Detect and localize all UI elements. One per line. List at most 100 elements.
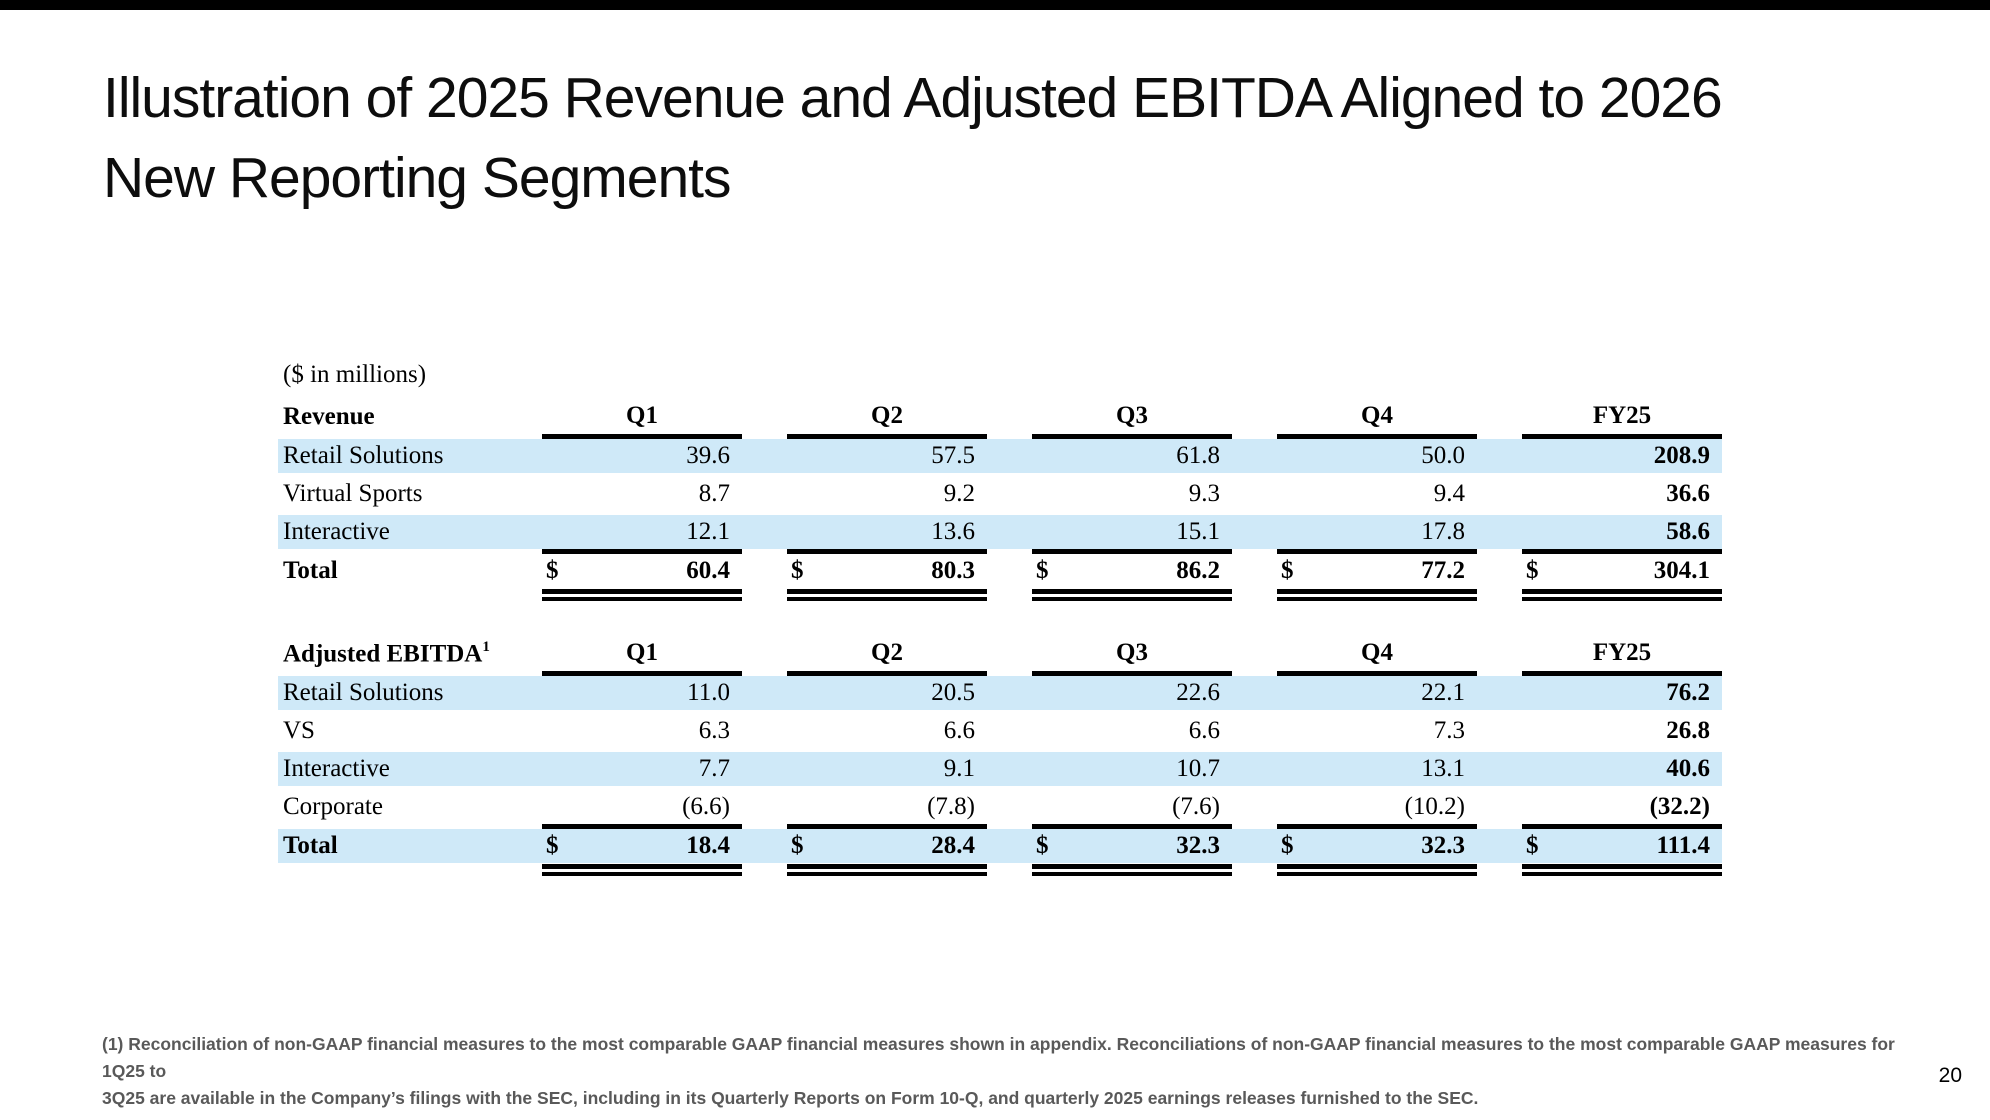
q1-total: $60.4 — [497, 554, 742, 588]
q2-total: $80.3 — [742, 554, 987, 588]
slide-title: Illustration of 2025 Revenue and Adjuste… — [103, 58, 1723, 218]
q2-value: 20.5 — [931, 679, 975, 706]
ebitda-row-interactive: Interactive 7.7 9.1 10.7 13.1 40.6 — [278, 752, 1722, 786]
footnote-line-1: (1) Reconciliation of non-GAAP financial… — [102, 1034, 1895, 1081]
ebitda-row-corporate: Corporate (6.6) (7.8) (7.6) (10.2) (32.2… — [278, 790, 1722, 824]
column-header-q3: Q3 — [987, 640, 1232, 676]
q1-value: (6.6) — [682, 793, 730, 820]
revenue-total-double-rule — [278, 589, 1722, 601]
footnote-line-2: 3Q25 are available in the Company’s fili… — [102, 1088, 1479, 1108]
q1-value: 12.1 — [686, 518, 730, 545]
fy25-value: (32.2) — [1649, 793, 1710, 820]
revenue-row-retail-solutions: Retail Solutions 39.6 57.5 61.8 50.0 208… — [278, 439, 1722, 473]
q3-value: 9.3 — [1188, 480, 1220, 507]
q4-value: 9.4 — [1433, 480, 1465, 507]
revenue-total-row: Total $60.4 $80.3 $86.2 $77.2 $304.1 — [278, 554, 1722, 588]
dollar-sign: $ — [1036, 557, 1049, 584]
column-header-q1: Q1 — [497, 640, 742, 676]
q1-total: $18.4 — [497, 829, 742, 863]
fy25-value: 40.6 — [1666, 755, 1710, 782]
units-label: ($ in millions) — [283, 361, 427, 388]
revenue-header-row: Revenue Q1 Q2 Q3 Q4 FY25 — [278, 403, 1722, 439]
total-label: Total — [283, 832, 338, 859]
column-header-q1: Q1 — [497, 403, 742, 439]
q2-total: $28.4 — [742, 829, 987, 863]
footnote: (1) Reconciliation of non-GAAP financial… — [102, 1031, 1912, 1112]
q3-total: $32.3 — [987, 829, 1232, 863]
column-header-q2: Q2 — [742, 640, 987, 676]
column-header-fy25: FY25 — [1477, 403, 1722, 439]
dollar-sign: $ — [1036, 832, 1049, 859]
row-label: VS — [283, 717, 315, 744]
total-label: Total — [283, 557, 338, 584]
q2-value: 9.2 — [943, 480, 975, 507]
dollar-sign: $ — [1281, 832, 1294, 859]
fy25-total: $111.4 — [1477, 829, 1722, 863]
ebitda-total-row: Total $18.4 $28.4 $32.3 $32.3 $111.4 — [278, 829, 1722, 863]
column-header-fy25: FY25 — [1477, 640, 1722, 676]
q4-value: (10.2) — [1404, 793, 1465, 820]
fy25-total: $304.1 — [1477, 554, 1722, 588]
q3-value: (7.6) — [1172, 793, 1220, 820]
q1-value: 39.6 — [686, 442, 730, 469]
q3-value: 22.6 — [1176, 679, 1220, 706]
q3-value: 15.1 — [1176, 518, 1220, 545]
ebitda-total-double-rule — [278, 864, 1722, 876]
row-label: Retail Solutions — [283, 442, 444, 469]
revenue-row-virtual-sports: Virtual Sports 8.7 9.2 9.3 9.4 36.6 — [278, 477, 1722, 511]
fy25-value: 36.6 — [1666, 480, 1710, 507]
q2-value: (7.8) — [927, 793, 975, 820]
column-header-q4: Q4 — [1232, 403, 1477, 439]
dollar-sign: $ — [1526, 557, 1539, 584]
q1-value: 7.7 — [698, 755, 730, 782]
q4-value: 7.3 — [1433, 717, 1465, 744]
column-header-q4: Q4 — [1232, 640, 1477, 676]
column-header-q2: Q2 — [742, 403, 987, 439]
ebitda-table: Adjusted EBITDA1 Q1 Q2 Q3 Q4 FY25 Retail… — [278, 639, 1722, 876]
ebitda-row-retail-solutions: Retail Solutions 11.0 20.5 22.6 22.1 76.… — [278, 676, 1722, 710]
q2-value: 6.6 — [943, 717, 975, 744]
revenue-subtotal-rule — [278, 549, 1722, 554]
q2-value: 13.6 — [931, 518, 975, 545]
q1-value: 8.7 — [698, 480, 730, 507]
q2-value: 9.1 — [943, 755, 975, 782]
dollar-sign: $ — [1526, 832, 1539, 859]
row-label: Interactive — [283, 518, 390, 545]
q4-value: 17.8 — [1421, 518, 1465, 545]
fy25-value: 58.6 — [1666, 518, 1710, 545]
dollar-sign: $ — [791, 557, 804, 584]
q3-total: $86.2 — [987, 554, 1232, 588]
dollar-sign: $ — [791, 832, 804, 859]
slide-title-line-1: Illustration of 2025 Revenue and Adjuste… — [103, 66, 1723, 130]
row-label: Interactive — [283, 755, 390, 782]
q2-value: 57.5 — [931, 442, 975, 469]
q1-value: 11.0 — [687, 679, 730, 706]
q4-value: 22.1 — [1421, 679, 1465, 706]
ebitda-row-vs: VS 6.3 6.6 6.6 7.3 26.8 — [278, 714, 1722, 748]
dollar-sign: $ — [546, 557, 559, 584]
fy25-value: 26.8 — [1666, 717, 1710, 744]
ebitda-header-row: Adjusted EBITDA1 Q1 Q2 Q3 Q4 FY25 — [278, 639, 1722, 676]
ebitda-table-title: Adjusted EBITDA1 — [283, 639, 490, 668]
q4-value: 13.1 — [1421, 755, 1465, 782]
slide-title-line-2: New Reporting Segments — [103, 146, 731, 210]
dollar-sign: $ — [1281, 557, 1294, 584]
revenue-table: Revenue Q1 Q2 Q3 Q4 FY25 Retail Solution… — [278, 403, 1722, 601]
q3-value: 6.6 — [1188, 717, 1220, 744]
top-black-bar — [0, 0, 1990, 10]
dollar-sign: $ — [546, 832, 559, 859]
q3-value: 61.8 — [1176, 442, 1220, 469]
q4-total: $32.3 — [1232, 829, 1477, 863]
q4-value: 50.0 — [1421, 442, 1465, 469]
row-label: Retail Solutions — [283, 679, 444, 706]
footnote-reference: 1 — [482, 639, 490, 655]
fy25-value: 208.9 — [1653, 442, 1710, 469]
row-label: Corporate — [283, 793, 383, 820]
row-label: Virtual Sports — [283, 480, 423, 507]
q4-total: $77.2 — [1232, 554, 1477, 588]
revenue-row-interactive: Interactive 12.1 13.6 15.1 17.8 58.6 — [278, 515, 1722, 549]
page-number: 20 — [1938, 1064, 1962, 1087]
q3-value: 10.7 — [1176, 755, 1220, 782]
column-header-q3: Q3 — [987, 403, 1232, 439]
